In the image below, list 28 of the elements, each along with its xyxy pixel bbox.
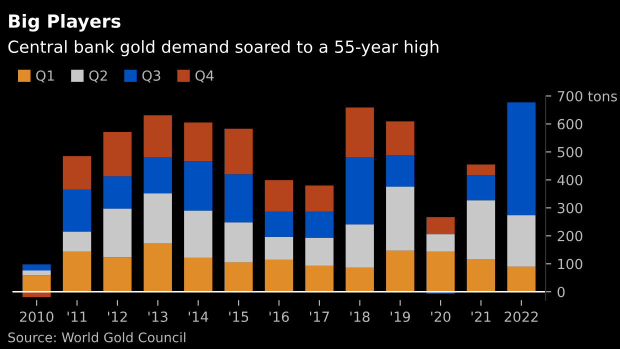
x-tick-label: '11 (68, 312, 86, 322)
legend-label: Q4 (195, 70, 214, 82)
y-tick-label: 200 (558, 230, 582, 242)
legend-label: Q1 (36, 70, 54, 82)
x-tick-label: '14 (188, 312, 208, 322)
legend-label: Q3 (142, 70, 160, 82)
y-tick-label: 600 (558, 118, 582, 130)
x-tick-label: 2010 (20, 311, 54, 322)
x-tick-label: '18 (350, 311, 370, 322)
x-tick-label: '13 (148, 311, 168, 322)
legend-label: Q2 (89, 70, 107, 82)
y-tick-label: 700 tons (558, 90, 617, 102)
x-tick-label: '12 (108, 311, 127, 322)
x-tick-label: 2022 (504, 311, 538, 322)
chart-subtitle: Central bank gold demand soared to a 55-year high (8, 40, 438, 56)
x-tick-label: '21 (472, 311, 490, 322)
x-tick-label: '15 (229, 312, 248, 322)
source-note: Source: World Gold Council (8, 332, 186, 342)
x-tick-label: '16 (270, 311, 289, 322)
x-tick-label: '20 (431, 311, 450, 322)
y-tick-label: 100 (558, 258, 582, 270)
y-tick-label: 0 (558, 286, 565, 298)
x-tick-label: '19 (390, 311, 410, 322)
y-tick-label: 500 (558, 146, 582, 158)
chart-title: Big Players (9, 14, 120, 32)
y-tick-label: 400 (557, 174, 582, 186)
x-tick-label: '17 (310, 312, 329, 322)
y-tick-label: 300 (558, 202, 582, 214)
